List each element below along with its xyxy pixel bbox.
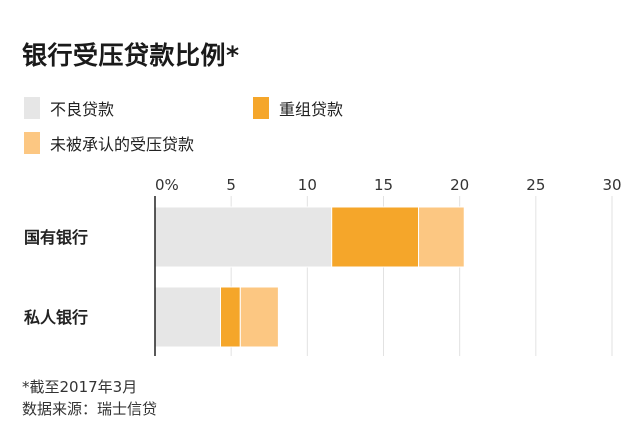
x-tick-label: 10: [298, 176, 317, 194]
legend-swatch: [24, 132, 40, 154]
bar-segment: [220, 286, 241, 348]
bar-segment: [154, 206, 333, 268]
legend-label: 重组贷款: [279, 100, 344, 119]
bar-segment: [239, 286, 279, 348]
x-tick-label: 25: [526, 176, 545, 194]
x-tick-label: 5: [226, 176, 236, 194]
footnote-source: 数据来源：瑞士信贷: [22, 400, 158, 418]
x-tick-label: 20: [450, 176, 469, 194]
footnote-date: *截至2017年3月: [22, 378, 138, 396]
x-tick-label: 15: [374, 176, 393, 194]
x-tick-label: 30: [602, 176, 621, 194]
category-label: 私人银行: [24, 308, 88, 327]
legend-label: 不良贷款: [50, 100, 115, 119]
legend-swatch: [24, 97, 40, 119]
legend-item-nonperforming: 不良贷款: [24, 96, 114, 120]
bar-segment: [418, 206, 465, 268]
legend-item-restructured: 重组贷款: [253, 96, 343, 120]
legend-label: 未被承认的受压贷款: [50, 135, 195, 154]
bar-segment: [331, 206, 420, 268]
chart-title: 银行受压贷款比例*: [22, 41, 240, 70]
legend-swatch: [253, 97, 269, 119]
bar-segment: [154, 286, 222, 348]
x-tick-label: 0%: [155, 176, 179, 194]
category-label: 国有银行: [24, 228, 88, 247]
legend-item-unrecognized: 未被承认的受压贷款: [24, 131, 194, 155]
